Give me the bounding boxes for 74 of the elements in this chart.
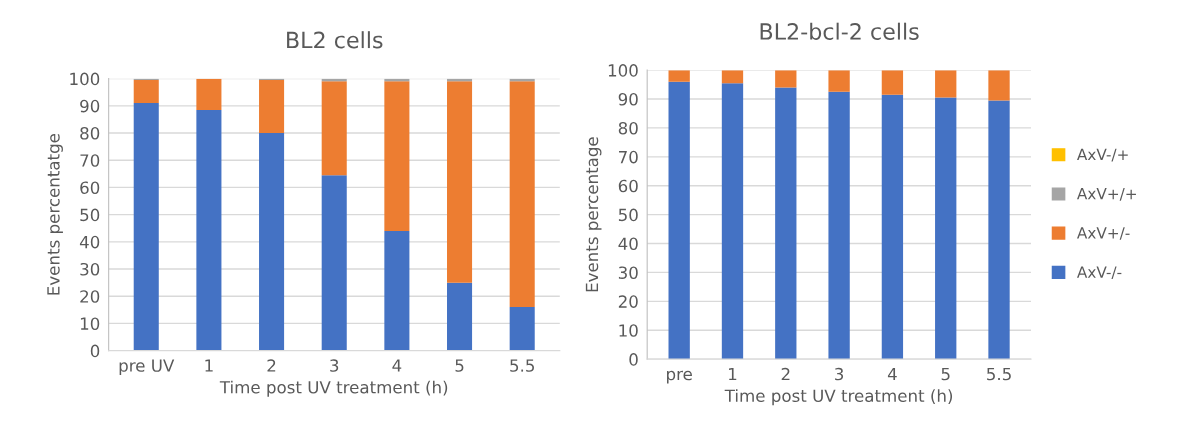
x-tick-label: 5.5 — [510, 359, 534, 372]
bar — [775, 87, 797, 360]
y-tick-label: 20 — [618, 295, 638, 308]
y-tick-label: 0 — [629, 353, 638, 366]
bar — [775, 70, 797, 88]
x-tick-label: pre UV — [119, 359, 175, 376]
bar — [196, 109, 222, 351]
y-tick-label: 70 — [80, 154, 100, 167]
y-tick-label: 0 — [90, 344, 100, 358]
bar — [935, 70, 957, 98]
x-axis-title: Time post UV treatment (h) — [219, 380, 448, 397]
bar — [828, 91, 850, 360]
y-tick-label: 40 — [618, 237, 638, 251]
y-tick-label: 90 — [618, 92, 638, 106]
bar — [668, 70, 690, 82]
y-tick-label: 30 — [80, 262, 100, 276]
y-tick-label: 100 — [70, 72, 100, 86]
bar — [935, 97, 957, 360]
y-tick-label: 30 — [618, 266, 638, 279]
bar — [321, 81, 347, 176]
y-tick-label: 60 — [618, 179, 638, 193]
bar — [881, 94, 904, 360]
bar — [988, 100, 1010, 360]
x-tick-label: 1 — [729, 367, 737, 381]
y-tick-label: 80 — [80, 126, 100, 140]
y-tick-label: 50 — [80, 208, 100, 222]
bar — [721, 70, 744, 84]
bar — [133, 103, 159, 351]
bar — [384, 230, 410, 351]
y-axis-title: Events percentage — [585, 137, 602, 292]
bar — [828, 70, 850, 92]
bar — [384, 81, 410, 231]
chart-title: BL2 cells — [287, 31, 383, 49]
x-tick-label: 4 — [887, 367, 897, 381]
bar — [196, 78, 222, 110]
x-tick-label: 3 — [330, 359, 339, 372]
bar — [259, 133, 285, 351]
y-tick-label: 70 — [619, 150, 638, 164]
bar — [447, 81, 473, 283]
x-tick-label: 2 — [781, 367, 790, 381]
x-axis-title: Time post UV treatment (h) — [724, 389, 953, 406]
bar — [721, 83, 744, 360]
x-tick-label: 3 — [835, 367, 844, 381]
bar — [321, 175, 347, 351]
chart-title: BL2-bcl-2 cells — [760, 22, 919, 40]
y-tick-label: 20 — [80, 290, 100, 303]
legend-label: AxV+/- — [1077, 227, 1130, 240]
bar — [988, 70, 1010, 101]
x-tick-label: 5.5 — [987, 367, 1011, 381]
x-tick-label: 5 — [455, 359, 464, 372]
legend-label: AxV-/- — [1077, 266, 1122, 280]
bar — [509, 81, 535, 308]
y-tick-label: 60 — [80, 181, 100, 194]
legend-label: AxV-/+ — [1077, 148, 1128, 162]
x-tick-label: 2 — [267, 359, 276, 372]
bar — [881, 70, 904, 95]
x-tick-label: 5 — [941, 367, 950, 381]
y-tick-label: 10 — [619, 324, 638, 337]
x-tick-label: 1 — [205, 359, 213, 372]
y-tick-label: 90 — [80, 99, 100, 113]
y-tick-label: 80 — [618, 121, 638, 135]
y-tick-label: 100 — [608, 64, 638, 77]
bar — [509, 307, 535, 351]
y-tick-label: 50 — [618, 208, 638, 222]
bar — [447, 282, 473, 351]
y-tick-label: 40 — [79, 235, 100, 249]
x-tick-label: pre — [667, 370, 692, 384]
y-tick-label: 10 — [80, 317, 100, 330]
bar — [668, 81, 690, 360]
x-tick-label: 4 — [392, 359, 402, 372]
y-axis-title: Events percentatge — [47, 133, 63, 295]
bar — [259, 79, 285, 134]
bar — [133, 79, 159, 104]
legend-label: AxV+/+ — [1077, 188, 1136, 201]
